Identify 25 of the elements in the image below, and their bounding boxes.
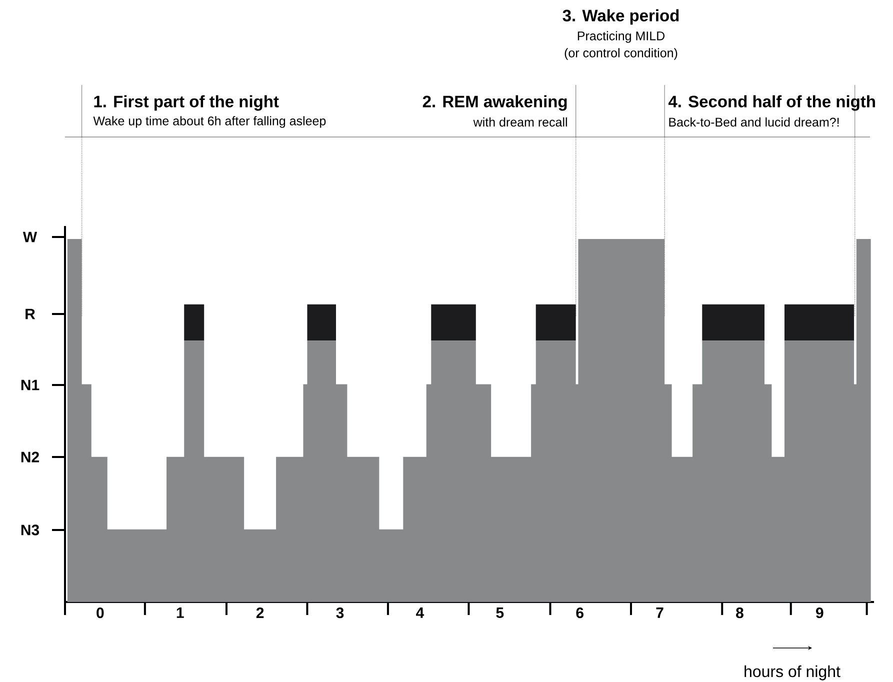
- x-tick-label: 4: [416, 608, 424, 618]
- x-tick-label: 6: [576, 608, 584, 618]
- x-tick-label: 1: [176, 608, 184, 618]
- text: 3. Wake period: [562, 9, 679, 25]
- x-tick-label: 2: [256, 608, 264, 618]
- text: Practicing MILD: [578, 31, 664, 43]
- x-tick-label: 8: [736, 608, 744, 618]
- x-tick-label: 7: [656, 608, 664, 618]
- text: with dream recall: [473, 117, 567, 127]
- text: N1: [21, 380, 40, 390]
- text: R: [26, 308, 36, 320]
- text: Back-to-Bed and lucid dream?!: [669, 117, 839, 127]
- text: W: [22, 232, 38, 242]
- text: N2: [21, 452, 39, 462]
- x-tick-label: 0: [96, 608, 104, 618]
- text: N3: [21, 524, 40, 536]
- x-axis-title: hours of night: [744, 665, 840, 680]
- x-tick-label: 9: [816, 608, 824, 618]
- text: 4. Second half of the nigth: [668, 95, 875, 111]
- text: Wake up time about 6h after falling asleep: [93, 116, 326, 128]
- text: 2. REM awakening: [422, 95, 567, 111]
- x-tick-label: 3: [336, 608, 344, 618]
- text: 1. First part of the night: [94, 95, 279, 111]
- x-tick-label: 5: [496, 608, 504, 618]
- text: (or control condition): [564, 48, 678, 60]
